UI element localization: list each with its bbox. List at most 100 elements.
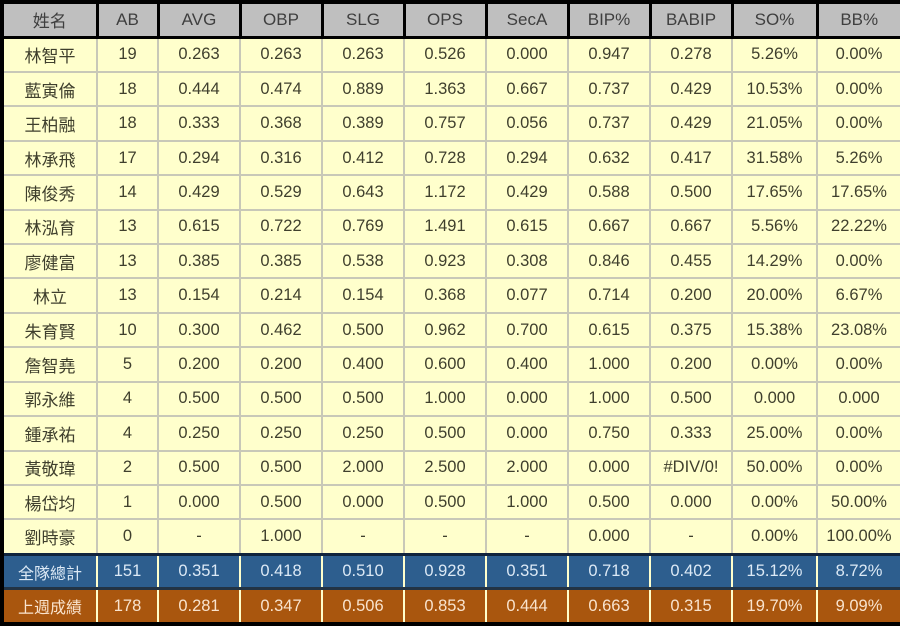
stat-cell: 0.000 (816, 380, 900, 418)
stat-cell: 1.491 (403, 208, 487, 246)
table-header: 姓名 AB AVG OBP SLG OPS SecA BIP% BABIP SO% BB% (2, 2, 900, 39)
stat-cell: 0.444 (157, 71, 241, 108)
stat-cell: 0.308 (485, 243, 569, 280)
stat-cell: 1.000 (567, 380, 651, 418)
stat-cell: 50.00% (816, 483, 900, 521)
stat-cell: 0.214 (239, 277, 323, 314)
stat-cell: 0.412 (321, 139, 405, 177)
stat-cell: 19 (96, 35, 159, 74)
stat-cell: 1.363 (403, 71, 487, 108)
stat-cell: 21.05% (731, 105, 818, 142)
stat-cell: 0.500 (321, 311, 405, 349)
stat-cell: 0.400 (485, 346, 569, 383)
player-name-cell: 劉時豪 (1, 518, 98, 556)
stat-cell: 0.500 (157, 449, 241, 486)
player-name-cell: 林智平 (1, 35, 98, 74)
stat-cell: - (485, 518, 569, 556)
summary-stat-cell: 0.347 (239, 588, 322, 624)
stat-cell: 0.667 (649, 208, 733, 246)
stat-cell: 0.000 (485, 35, 569, 74)
stat-cell: 0.429 (485, 174, 569, 211)
player-row-7: 林立 13 0.154 0.214 0.154 0.368 0.077 0.714 0.200 2… (1, 277, 900, 314)
stat-cell: 0.947 (567, 35, 651, 74)
summary-stat-cell: 0.351 (485, 552, 568, 591)
stat-cell: 1.000 (239, 518, 323, 556)
stat-cell: 0.700 (485, 311, 569, 349)
summary-stat-cell: 9.09% (816, 588, 900, 624)
column-header-10: BB% (815, 2, 900, 39)
summary-stat-cell: 0.718 (567, 552, 650, 591)
stat-cell: 4 (96, 380, 159, 418)
stat-cell: 1.000 (567, 346, 651, 383)
player-row-12: 黃敬瑋 2 0.500 0.500 2.000 2.500 2.000 0.000 #DIV/0… (1, 449, 900, 486)
stat-cell: 0.00% (816, 35, 900, 74)
stat-cell: 0.615 (485, 208, 569, 246)
player-row-11: 鍾承祐 4 0.250 0.250 0.250 0.500 0.000 0.750 0.333 2… (1, 415, 900, 452)
stat-cell: 0.00% (816, 71, 900, 108)
stat-cell: 18 (96, 105, 159, 142)
stat-cell: 0.455 (649, 243, 733, 280)
stat-cell: 0.615 (157, 208, 241, 246)
stat-cell: 0.737 (567, 105, 651, 142)
player-row-14: 劉時豪 0-1.000- - -0.000-0.00% 100.00% (1, 518, 900, 556)
stat-cell: 0.00% (816, 449, 900, 486)
stat-cell: 0.728 (403, 139, 487, 177)
stat-cell: 0.333 (649, 415, 733, 452)
player-name-cell: 黃敬瑋 (1, 449, 98, 486)
player-row-5: 林泓育 13 0.615 0.722 0.769 1.491 0.615 0.667 0.667… (1, 208, 900, 246)
stat-cell: 10.53% (731, 71, 818, 108)
stat-cell: 0.154 (321, 277, 405, 314)
column-header-8: BABIP (648, 2, 732, 39)
summary-label: 全隊總計 (2, 552, 97, 591)
summary-stat-cell: 15.12% (731, 552, 817, 591)
stat-cell: 0.200 (157, 346, 241, 383)
player-name-cell: 朱育賢 (1, 311, 98, 349)
stat-cell: 0.529 (239, 174, 323, 211)
stat-cell: 2 (96, 449, 159, 486)
stat-cell: 0.00% (816, 243, 900, 280)
stat-cell: 0.263 (157, 35, 241, 74)
stat-cell: 0.294 (157, 139, 241, 177)
column-header-0: 姓名 (2, 2, 97, 39)
stat-cell: 0.300 (157, 311, 241, 349)
stat-cell: 0.757 (403, 105, 487, 142)
stat-cell: 0.429 (649, 105, 733, 142)
stat-cell: 0.333 (157, 105, 241, 142)
player-name-cell: 陳俊秀 (1, 174, 98, 211)
stat-cell: 2.000 (485, 449, 569, 486)
stat-cell: 2.000 (321, 449, 405, 486)
summary-stat-cell: 0.281 (157, 588, 240, 624)
stat-cell: 10 (96, 311, 159, 349)
column-header-4: SLG (320, 2, 404, 39)
stat-cell: 0.500 (239, 483, 323, 521)
stat-cell: 4 (96, 415, 159, 452)
column-header-6: SecA (484, 2, 568, 39)
team-total-row: 全隊總計 151 0.351 0.418 0.510 0.928 0.351 0.718 0.4… (2, 552, 900, 591)
player-name-cell: 林立 (1, 277, 98, 314)
stat-cell: 0.00% (816, 346, 900, 383)
stat-cell: 0.250 (321, 415, 405, 452)
summary-stat-cell: 0.928 (403, 552, 486, 591)
stat-cell: 5 (96, 346, 159, 383)
summary-stat-cell: 151 (96, 552, 158, 591)
player-name-cell: 詹智堯 (1, 346, 98, 383)
stat-cell: 25.00% (731, 415, 818, 452)
stat-cell: 0.375 (649, 311, 733, 349)
column-header-3: OBP (238, 2, 322, 39)
stat-cell: 0.200 (239, 346, 323, 383)
stat-cell: 0.00% (731, 483, 818, 521)
player-row-9: 詹智堯 5 0.200 0.200 0.400 0.600 0.400 1.000 0.200 0… (1, 346, 900, 383)
player-name-cell: 廖健富 (1, 243, 98, 280)
stat-cell: 14.29% (731, 243, 818, 280)
stat-cell: 0.389 (321, 105, 405, 142)
stat-cell: 0.846 (567, 243, 651, 280)
player-row-1: 藍寅倫 18 0.444 0.474 0.889 1.363 0.667 0.737 0.429… (1, 71, 900, 108)
stat-cell: #DIV/0! (649, 449, 733, 486)
stat-cell: 0.000 (731, 380, 818, 418)
stat-cell: 0.769 (321, 208, 405, 246)
stat-cell: 50.00% (731, 449, 818, 486)
stat-cell: - (649, 518, 733, 556)
stat-cell: 0.400 (321, 346, 405, 383)
stat-cell: 1.000 (403, 380, 487, 418)
stat-cell: - (157, 518, 241, 556)
